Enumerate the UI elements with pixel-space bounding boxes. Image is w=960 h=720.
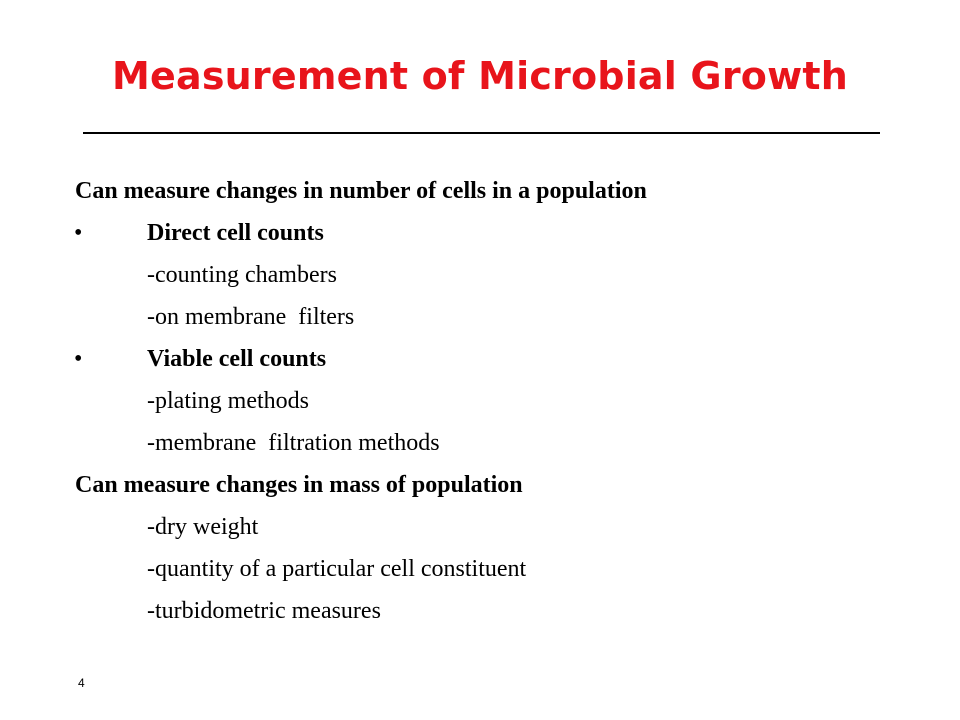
heading-text: Can measure changes in mass of populatio… — [75, 472, 523, 498]
title-divider — [83, 132, 880, 134]
sub-item: -on membrane filters — [0, 296, 960, 338]
bullet-text: Viable cell counts — [147, 346, 327, 372]
heading-line: Can measure changes in number of cells i… — [0, 170, 960, 212]
sub-item-text: -on membrane filters — [147, 304, 355, 330]
sub-item-text: -quantity of a particular cell constitue… — [147, 556, 527, 582]
bullet-text: Direct cell counts — [147, 220, 324, 246]
sub-item: -counting chambers — [0, 254, 960, 296]
bullet-icon: • — [74, 220, 83, 246]
heading-text: Can measure changes in number of cells i… — [75, 178, 647, 204]
sub-item-text: -dry weight — [147, 514, 259, 540]
heading-line: Can measure changes in mass of populatio… — [0, 464, 960, 506]
sub-item: -turbidometric measures — [0, 590, 960, 632]
slide-title: Measurement of Microbial Growth — [112, 54, 848, 98]
bullet-line: • Viable cell counts — [0, 338, 960, 380]
sub-item-text: -plating methods — [147, 388, 309, 414]
sub-item-text: -membrane filtration methods — [147, 430, 440, 456]
bullet-icon: • — [74, 346, 83, 372]
bullet-line: • Direct cell counts — [0, 212, 960, 254]
page-number: 4 — [78, 676, 85, 690]
sub-item: -dry weight — [0, 506, 960, 548]
slide-body: Can measure changes in number of cells i… — [0, 170, 960, 632]
sub-item-text: -counting chambers — [147, 262, 337, 288]
sub-item-text: -turbidometric measures — [147, 598, 381, 624]
sub-item: -membrane filtration methods — [0, 422, 960, 464]
sub-item: -quantity of a particular cell constitue… — [0, 548, 960, 590]
sub-item: -plating methods — [0, 380, 960, 422]
